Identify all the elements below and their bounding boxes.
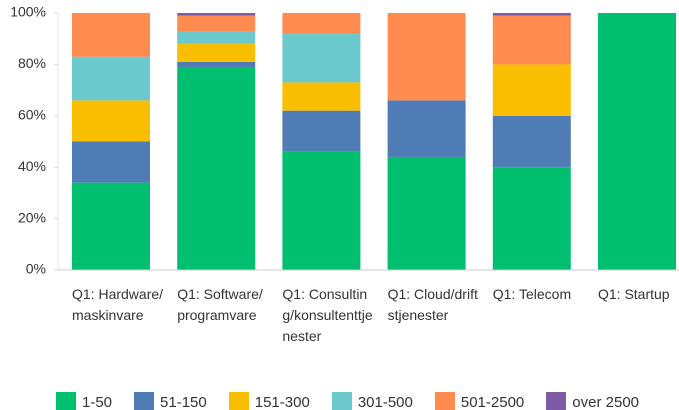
y-tick-label: 20% (18, 209, 46, 225)
x-tick-label: Q1: Cloud/driftstjenester (387, 286, 478, 323)
bar-segment (282, 33, 361, 83)
legend-label: 301-500 (357, 393, 413, 410)
bar-segment (282, 151, 361, 270)
bar-segment (492, 115, 571, 168)
legend-swatch (228, 392, 249, 410)
y-tick-label: 40% (18, 158, 46, 174)
bar-segment (282, 13, 361, 34)
bar-segment (72, 182, 150, 270)
bar-segment (177, 61, 256, 67)
bar-segment (492, 167, 571, 270)
bar-segment (492, 15, 571, 65)
bar-segment (387, 13, 466, 101)
bar-segment (177, 66, 256, 270)
y-tick-label: 80% (18, 55, 46, 71)
legend-item: over 2500 (546, 392, 639, 410)
bar-segment (492, 64, 571, 116)
legend-item: 301-500 (331, 392, 413, 410)
bar-segment (72, 141, 150, 183)
bar-segment (177, 30, 256, 44)
legend-label: 1-50 (82, 393, 113, 410)
legend-label: 151-300 (254, 393, 310, 410)
x-tick-label: Q1: Hardware/maskinvare (72, 286, 164, 323)
legend: 1-50 51-150 151-300 301-500 501-2500 over 250… (56, 392, 639, 410)
legend-swatch (434, 392, 455, 410)
x-tick-label: Q1: Telecom (492, 286, 572, 302)
x-tick-label: Q1: Software/programvare (177, 286, 263, 323)
legend-swatch (56, 392, 76, 410)
bar-segment (177, 43, 256, 62)
legend-item: 51-150 (134, 392, 207, 410)
legend-label: 501-2500 (460, 393, 525, 410)
bar-segment (72, 100, 150, 142)
y-tick-label: 100% (10, 4, 46, 20)
bar-segment (282, 82, 361, 111)
y-tick-label: 60% (18, 107, 46, 123)
bar-segment (72, 13, 150, 57)
legend-item: 151-300 (228, 392, 310, 410)
plot: 0% 20% 40% 60% 80% 100% (10, 4, 679, 277)
bar-segment (387, 156, 466, 270)
bar-segment (282, 110, 361, 152)
bar-segment (72, 56, 150, 101)
legend-item: 501-2500 (434, 392, 525, 410)
legend-label: 51-150 (160, 393, 207, 410)
legend-swatch (546, 392, 567, 410)
legend-swatch (331, 392, 352, 410)
bar-segment (177, 15, 256, 31)
bar-segment (387, 100, 466, 157)
bar-segment (177, 13, 256, 16)
bar-segment (492, 13, 571, 16)
legend-label: over 2500 (572, 393, 639, 410)
x-tick-label: Q1: Startup (598, 286, 670, 302)
bar-segment (598, 13, 676, 270)
legend-swatch (134, 392, 155, 410)
y-tick-label: 0% (26, 261, 46, 277)
legend-item: 1-50 (56, 392, 112, 410)
x-tick-label: Q1: Consulting/konsultenttjenester (282, 286, 373, 344)
